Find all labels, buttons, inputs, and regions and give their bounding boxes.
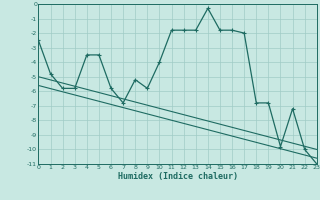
X-axis label: Humidex (Indice chaleur): Humidex (Indice chaleur) [118, 172, 238, 181]
